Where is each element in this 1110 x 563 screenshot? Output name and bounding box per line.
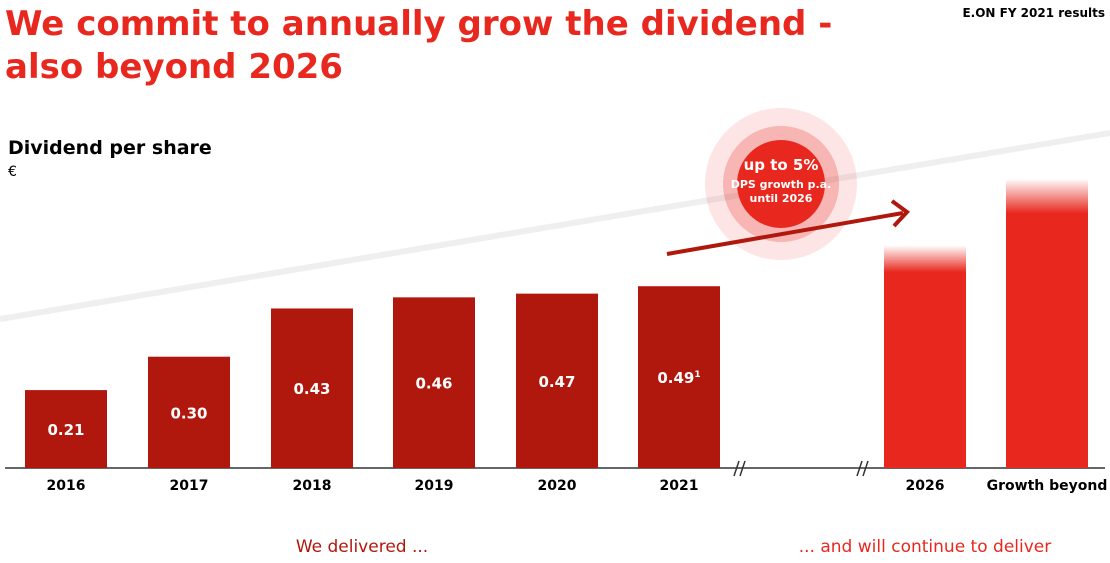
bar [148,356,230,468]
x-tick-label: 2017 [170,478,209,494]
arrow-head [890,199,910,228]
footer: We delivered ... [296,537,428,557]
arrow [666,211,904,256]
bar [1006,178,1088,468]
title: We commit to annually grow the dividend … [5,4,832,44]
x-tick-label: 2021 [660,478,699,494]
value-label-text: 0.43 [293,380,330,398]
bar [25,390,107,468]
bar [271,308,353,468]
badge-text: until 2026 [750,192,813,205]
value-label: 0.47 [538,373,575,391]
badge [737,140,825,228]
x-tick-label: 2016 [47,478,86,494]
value-label-text: 0.46 [415,375,452,393]
footer: ... and will continue to deliver [799,537,1051,557]
value-label: 0.491 [657,369,700,387]
title: also beyond 2026 [5,47,343,87]
x-tick-label: 2020 [538,478,577,494]
x-tick-label: 2026 [906,478,945,494]
value-label-text: 0.47 [538,373,575,391]
badge-headline: up to 5% [744,156,819,174]
axis-break [733,460,869,477]
value-label: 0.46 [415,375,452,393]
value-label: 0.30 [170,404,207,422]
x-tick-label: 2018 [293,478,332,494]
footnote-marker: 1 [694,370,700,380]
badge-text: DPS growth p.a. [731,178,832,191]
value-label: 0.43 [293,380,330,398]
bar [884,245,966,468]
x-tick-label: Growth beyond [987,478,1108,494]
value-label-text: 0.30 [170,404,207,422]
header: E.ON FY 2021 results [962,6,1105,20]
bar [393,297,475,468]
value-label-text: 0.21 [47,421,84,439]
value-label-text: 0.49 [657,369,694,387]
x-tick-label: 2019 [415,478,454,494]
value-label: 0.21 [47,421,84,439]
unit: € [8,164,17,180]
subtitle: Dividend per share [8,137,212,159]
bar [516,293,598,468]
trend-line [0,130,1110,322]
bar [638,286,720,468]
